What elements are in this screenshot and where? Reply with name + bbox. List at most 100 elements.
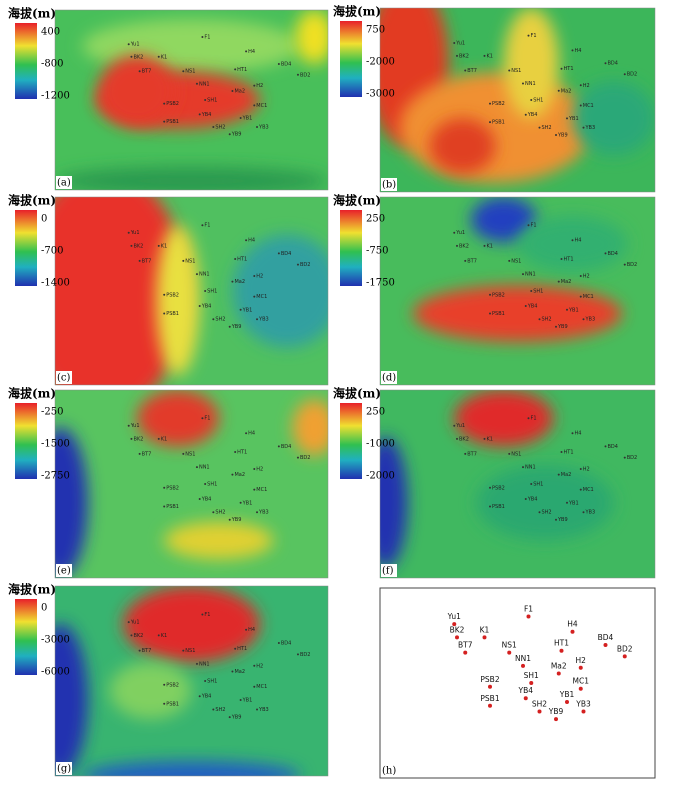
well-label: K1 bbox=[161, 243, 167, 249]
well-label: NN1 bbox=[515, 654, 531, 663]
panel: Yu1 F1 H4 K1 BK2 BD4 HT1 NS1 BD2 BT7 H2 NN1 Ma2 SH1 MC… bbox=[8, 6, 329, 191]
well-label: YB3 bbox=[575, 700, 591, 709]
well-label: YB3 bbox=[585, 317, 596, 323]
well-label: MC1 bbox=[256, 684, 267, 690]
well-dot bbox=[560, 451, 563, 454]
well-dot bbox=[483, 244, 486, 247]
well-dot bbox=[622, 654, 627, 659]
well-dot bbox=[560, 258, 563, 261]
well-dot bbox=[570, 629, 575, 634]
panel-label: (e) bbox=[57, 566, 71, 577]
well-label: PSB1 bbox=[492, 120, 505, 126]
well-label: HT1 bbox=[564, 66, 574, 72]
panel: Yu1 F1 H4 K1 BK2 BD4 HT1 NS1 BD2 BT7 H2 NN1 Ma2 SH1 MC… bbox=[8, 193, 329, 386]
well-dot bbox=[566, 117, 568, 120]
panel-label: (f) bbox=[382, 566, 394, 577]
well-label: SH1 bbox=[207, 679, 217, 685]
well-dot bbox=[127, 43, 130, 46]
well-label: BD4 bbox=[608, 61, 618, 67]
colorbar-tick-label: -250 bbox=[41, 407, 63, 418]
well-dot bbox=[198, 305, 201, 308]
well-label: Ma2 bbox=[234, 89, 245, 95]
colorbar-tick-label: -3000 bbox=[366, 89, 395, 100]
well-dot bbox=[182, 649, 185, 652]
well-dot bbox=[201, 613, 204, 616]
well-label: NN1 bbox=[199, 272, 210, 278]
colorbar bbox=[340, 403, 362, 479]
well-dot bbox=[579, 488, 582, 491]
well-dot bbox=[579, 274, 582, 277]
colorbar bbox=[340, 21, 362, 97]
terrain bbox=[292, 399, 328, 456]
well-dot bbox=[245, 50, 248, 53]
well-label: PSB1 bbox=[166, 311, 179, 317]
legend-title: 海拔(m) bbox=[8, 6, 56, 21]
well-dot bbox=[127, 621, 130, 624]
well-label: PSB2 bbox=[166, 101, 179, 107]
well-label: BD2 bbox=[300, 72, 310, 78]
well-label: YB1 bbox=[242, 698, 253, 704]
well-dot bbox=[604, 252, 607, 255]
well-dot bbox=[195, 466, 198, 469]
well-label: NN1 bbox=[525, 465, 536, 471]
well-dot bbox=[489, 102, 491, 105]
well-label: NS1 bbox=[511, 451, 521, 457]
well-dot bbox=[204, 99, 207, 101]
terrain bbox=[470, 197, 537, 243]
well-label: BD4 bbox=[281, 641, 291, 647]
well-label: YB1 bbox=[242, 500, 253, 506]
well-label: BK2 bbox=[133, 436, 143, 442]
well-label: Yu1 bbox=[455, 40, 465, 46]
well-dot bbox=[560, 67, 563, 70]
well-label: BD2 bbox=[627, 262, 637, 268]
well-label: YB3 bbox=[258, 317, 269, 323]
well-label: NS1 bbox=[185, 69, 195, 75]
well-dot bbox=[245, 239, 248, 242]
well-dot bbox=[234, 647, 237, 650]
well-label: YB9 bbox=[548, 707, 564, 716]
well-label: Ma2 bbox=[561, 472, 572, 478]
well-dot bbox=[453, 231, 456, 234]
well-label: PSB2 bbox=[492, 101, 505, 107]
well-label: BD2 bbox=[300, 455, 310, 461]
terrain bbox=[136, 390, 219, 447]
terrain bbox=[517, 215, 628, 273]
well-dot bbox=[530, 483, 533, 485]
well-label: F1 bbox=[204, 35, 210, 41]
well-dot bbox=[253, 685, 256, 688]
well-dot bbox=[571, 49, 574, 52]
well-label: NN1 bbox=[525, 272, 536, 278]
well-label: PSB2 bbox=[480, 675, 499, 684]
well-label: K1 bbox=[161, 436, 167, 442]
well-dot bbox=[566, 501, 568, 504]
well-dot bbox=[603, 643, 608, 647]
well-dot bbox=[234, 68, 237, 71]
well-label: K1 bbox=[487, 53, 493, 59]
well-label: PSB1 bbox=[492, 504, 505, 510]
terrain bbox=[156, 225, 200, 376]
map-border bbox=[379, 389, 656, 579]
well-label: H2 bbox=[256, 466, 263, 472]
well-dot bbox=[522, 82, 524, 85]
well-label: K1 bbox=[487, 436, 493, 442]
well-label: YB3 bbox=[258, 125, 269, 131]
well-label: BD4 bbox=[608, 251, 618, 257]
map: Yu1 F1 H4 K1 BK2 BD4 HT1 NS1 BD2 BT7 H2 NN1 Ma2 SH1 MC… bbox=[380, 8, 655, 192]
well-dot bbox=[204, 483, 207, 485]
well-label: MC1 bbox=[573, 677, 590, 686]
well-dot bbox=[523, 696, 528, 701]
well-dot bbox=[453, 41, 456, 44]
well-dot bbox=[239, 117, 242, 119]
well-label: F1 bbox=[531, 223, 537, 229]
well-dot bbox=[508, 69, 511, 72]
well-dot bbox=[231, 90, 234, 92]
panel-label: (d) bbox=[382, 373, 396, 384]
well-dot bbox=[130, 634, 133, 637]
well-label: Yu1 bbox=[447, 612, 461, 621]
well-dot bbox=[130, 55, 133, 58]
well-dot bbox=[253, 274, 256, 277]
well-dot bbox=[483, 437, 486, 440]
well-dot bbox=[296, 73, 299, 76]
well-label: BD2 bbox=[617, 644, 633, 653]
well-dot bbox=[464, 69, 467, 72]
